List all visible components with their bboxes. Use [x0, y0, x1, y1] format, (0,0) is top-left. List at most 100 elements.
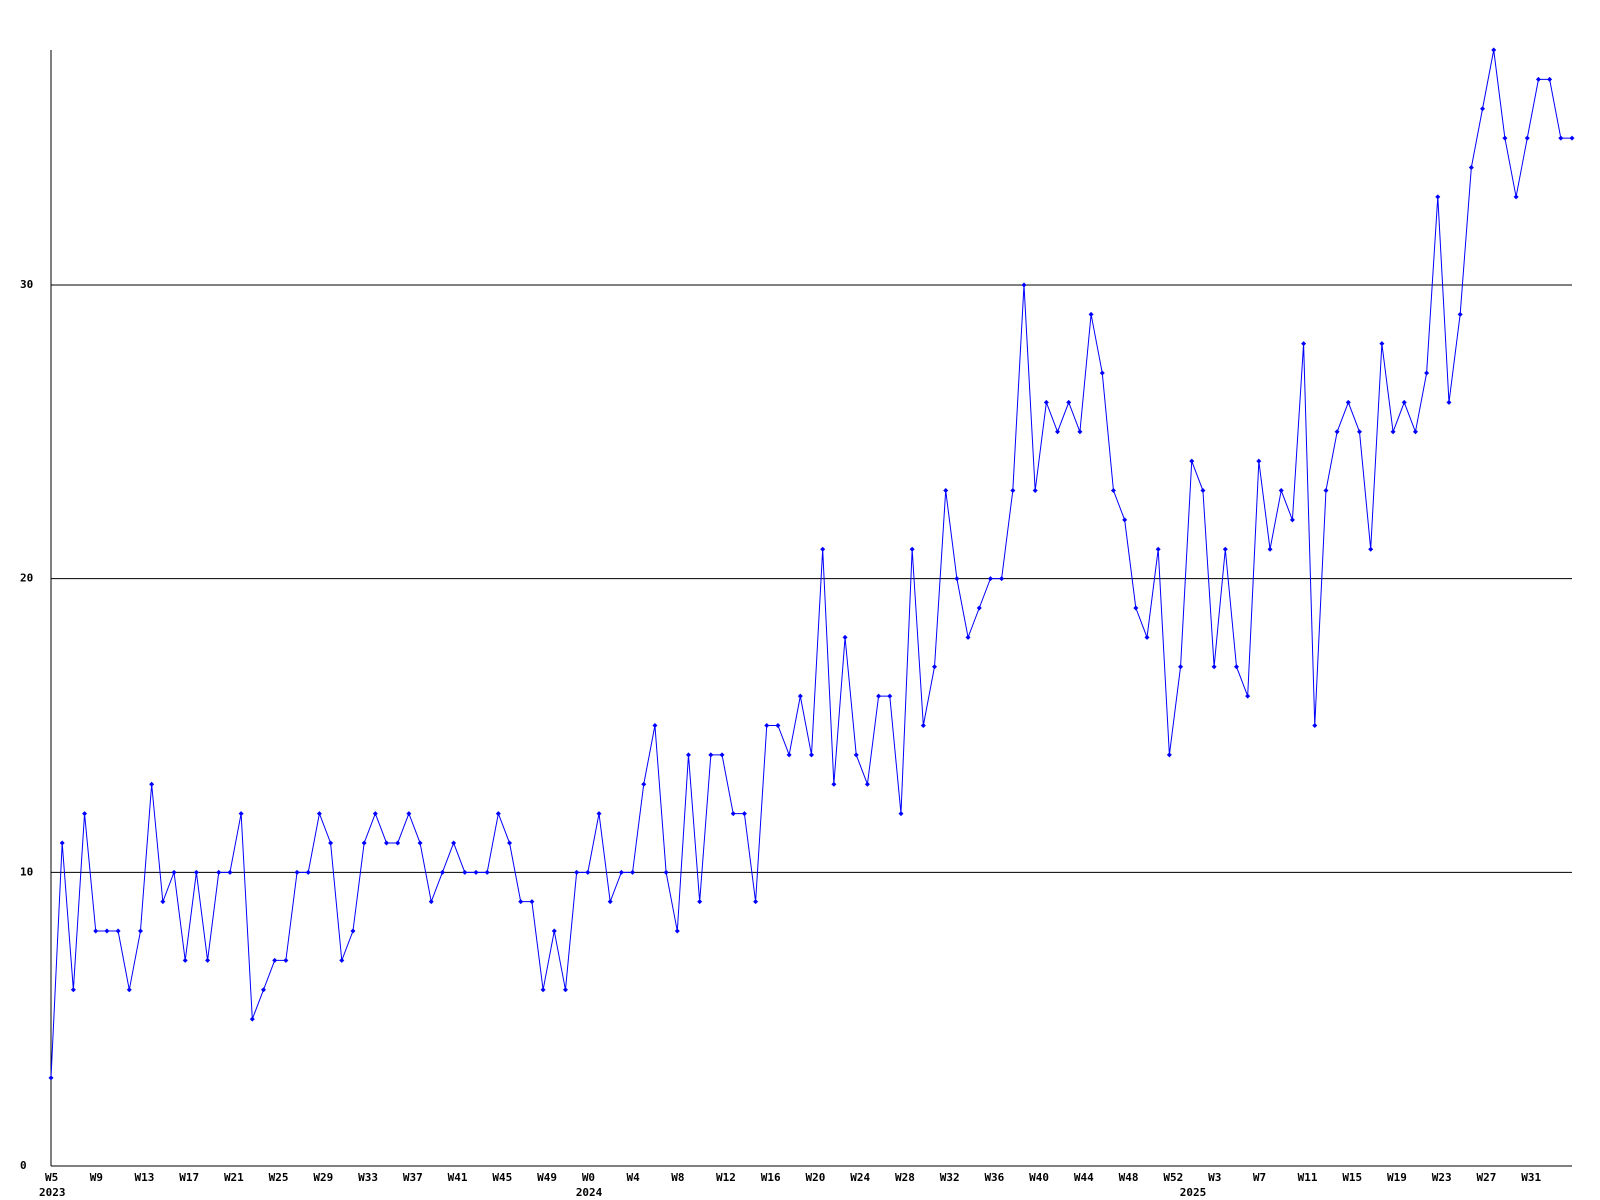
point: [741, 811, 747, 817]
x-tick-label: W36: [984, 1171, 1004, 1184]
point: [1323, 488, 1329, 494]
x-year-label: 2025: [1180, 1186, 1207, 1199]
point: [954, 576, 960, 582]
point: [697, 899, 703, 905]
point: [585, 869, 591, 875]
point: [943, 488, 949, 494]
point: [932, 664, 938, 670]
x-tick-label: W4: [627, 1171, 641, 1184]
x-tick-label: W24: [850, 1171, 870, 1184]
x-tick-label: W7: [1253, 1171, 1266, 1184]
point: [1535, 76, 1541, 82]
point: [272, 957, 278, 963]
x-tick-label: W48: [1119, 1171, 1139, 1184]
point: [1077, 429, 1083, 435]
point: [350, 928, 356, 934]
point: [641, 781, 647, 787]
point: [249, 1016, 255, 1022]
x-tick-label: W49: [537, 1171, 557, 1184]
point: [831, 781, 837, 787]
x-tick-label: W40: [1029, 1171, 1049, 1184]
x-tick-label: W28: [895, 1171, 915, 1184]
x-tick-label: W32: [940, 1171, 960, 1184]
point: [1222, 546, 1228, 552]
point: [1301, 341, 1307, 347]
point: [753, 899, 759, 905]
point: [160, 899, 166, 905]
point: [48, 1075, 54, 1081]
point: [294, 869, 300, 875]
x-tick-label: W12: [716, 1171, 736, 1184]
x-tick-label: W3: [1208, 1171, 1221, 1184]
point: [283, 957, 289, 963]
x-tick-label: W8: [671, 1171, 684, 1184]
point: [1558, 135, 1564, 141]
point: [876, 693, 882, 699]
point: [1379, 341, 1385, 347]
x-tick-label: W16: [761, 1171, 781, 1184]
x-tick-label: W37: [403, 1171, 423, 1184]
point: [1233, 664, 1239, 670]
point: [495, 811, 501, 817]
point: [104, 928, 110, 934]
point: [171, 869, 177, 875]
x-year-label: 2023: [39, 1186, 66, 1199]
point: [361, 840, 367, 846]
x-tick-label: W29: [313, 1171, 333, 1184]
point: [507, 840, 513, 846]
point: [663, 869, 669, 875]
point: [1166, 752, 1172, 758]
x-tick-label: W44: [1074, 1171, 1094, 1184]
x-year-label: 2024: [576, 1186, 603, 1199]
point: [384, 840, 390, 846]
point: [730, 811, 736, 817]
x-tick-label: W23: [1432, 1171, 1452, 1184]
point: [1390, 429, 1396, 435]
point: [417, 840, 423, 846]
point: [1468, 164, 1474, 170]
point: [238, 811, 244, 817]
point: [898, 811, 904, 817]
point: [1524, 135, 1530, 141]
point: [820, 546, 826, 552]
point: [149, 781, 155, 787]
point: [1412, 429, 1418, 435]
point: [764, 722, 770, 728]
point: [260, 987, 266, 993]
point: [406, 811, 412, 817]
point: [1401, 399, 1407, 405]
point: [451, 840, 457, 846]
point: [920, 722, 926, 728]
point: [987, 576, 993, 582]
point: [574, 869, 580, 875]
x-tick-label: W31: [1521, 1171, 1541, 1184]
point: [708, 752, 714, 758]
point: [1457, 311, 1463, 317]
x-tick-label: W19: [1387, 1171, 1407, 1184]
point: [484, 869, 490, 875]
point: [1099, 370, 1105, 376]
x-tick-label: W20: [806, 1171, 826, 1184]
point: [372, 811, 378, 817]
y-tick-label: 10: [20, 865, 33, 878]
point: [775, 722, 781, 728]
point: [1446, 399, 1452, 405]
point: [1189, 458, 1195, 464]
point: [462, 869, 468, 875]
point: [719, 752, 725, 758]
point: [1289, 517, 1295, 523]
x-tick-label: W52: [1163, 1171, 1183, 1184]
point: [126, 987, 132, 993]
point: [216, 869, 222, 875]
point: [596, 811, 602, 817]
point: [316, 811, 322, 817]
point: [965, 634, 971, 640]
x-tick-label: W11: [1298, 1171, 1318, 1184]
point: [1480, 106, 1486, 112]
point: [809, 752, 814, 758]
point: [428, 899, 434, 905]
point: [328, 840, 334, 846]
point: [305, 869, 311, 875]
x-tick-label: W45: [492, 1171, 512, 1184]
y-tick-label: 0: [20, 1159, 27, 1172]
